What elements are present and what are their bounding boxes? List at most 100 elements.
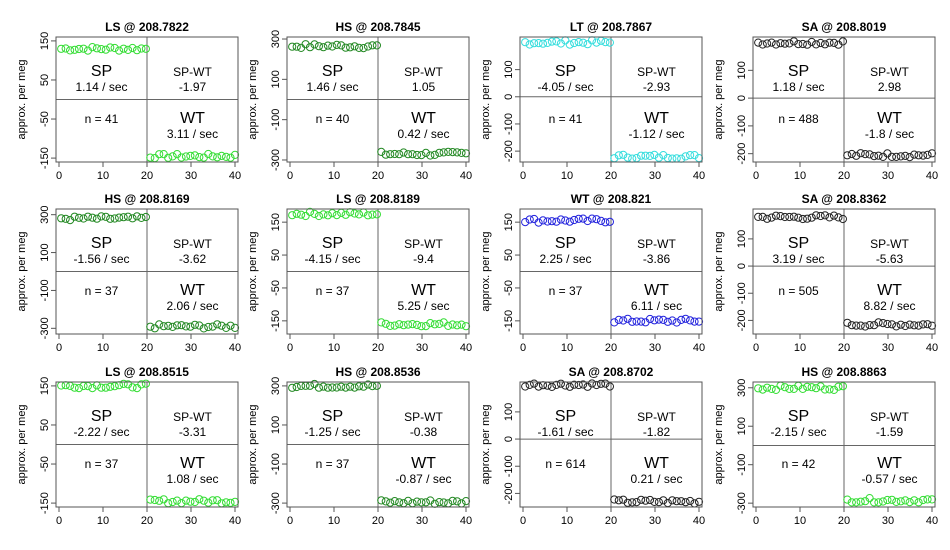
y-tick-label: -100 <box>270 453 282 475</box>
data-point <box>319 382 328 391</box>
data-point <box>758 212 767 221</box>
sp-rate: -1.25 / sec <box>304 425 360 439</box>
data-point <box>525 215 534 224</box>
data-point <box>288 42 297 51</box>
y-tick-label: -100 <box>736 282 748 304</box>
data-point <box>865 494 874 503</box>
wt-rate: 1.08 / sec <box>166 472 218 486</box>
x-tick-label: 30 <box>649 515 661 527</box>
data-point <box>587 36 597 45</box>
n-count: n = 37 <box>85 457 119 471</box>
n-count: n = 41 <box>85 112 119 126</box>
wt-label: WT <box>644 282 669 299</box>
data-point <box>186 497 195 506</box>
panel-title: SA @ 208.8019 <box>802 20 887 34</box>
data-point <box>328 383 337 392</box>
wt-label: WT <box>411 455 436 472</box>
x-tick-label: 30 <box>882 515 894 527</box>
data-point <box>79 44 88 53</box>
data-point <box>177 153 186 162</box>
n-count: n = 37 <box>85 284 119 298</box>
data-point <box>874 498 883 507</box>
data-point <box>838 382 848 391</box>
data-point <box>88 213 97 222</box>
data-point <box>521 38 530 47</box>
x-tick-label: 40 <box>460 515 472 527</box>
x-tick-label: 20 <box>141 342 153 354</box>
data-point <box>923 495 932 504</box>
data-point <box>372 381 381 390</box>
data-point <box>521 382 530 391</box>
sp-rate: -1.56 / sec <box>73 252 129 266</box>
data-point <box>390 497 399 506</box>
x-tick-label: 10 <box>794 342 806 354</box>
data-point <box>780 212 790 222</box>
x-tick-label: 10 <box>561 170 573 182</box>
data-point <box>901 496 910 505</box>
data-point <box>168 322 177 331</box>
data-point <box>579 38 588 47</box>
chart-panel: WT @ 208.821 0 10 20 30 40 -150 -50 50 150 approx.… <box>480 192 705 354</box>
sp-label: SP <box>322 408 343 425</box>
data-point <box>363 211 373 220</box>
data-point <box>199 153 208 162</box>
x-tick-label: 0 <box>753 342 759 354</box>
y-tick-label: 150 <box>270 213 282 231</box>
data-point <box>771 211 781 220</box>
sp-wt-value: -3.86 <box>643 252 671 266</box>
sp-label: SP <box>91 408 112 425</box>
data-point <box>123 45 133 55</box>
data-point <box>421 322 430 331</box>
data-point <box>341 383 350 392</box>
data-point <box>694 497 704 506</box>
data-point <box>645 151 655 160</box>
data-point <box>807 213 816 222</box>
wt-label: WT <box>180 282 205 299</box>
data-point <box>896 497 905 506</box>
data-point <box>887 152 897 161</box>
y-tick-label: -100 <box>736 115 748 137</box>
data-point <box>601 379 610 388</box>
data-point <box>803 40 812 49</box>
sp-rate: 1.14 / sec <box>75 80 127 94</box>
data-point <box>461 149 471 158</box>
sp-wt-label: SP-WT <box>404 65 443 79</box>
data-point <box>901 151 910 160</box>
data-point <box>780 383 790 392</box>
data-point <box>596 379 606 388</box>
data-point <box>106 382 115 391</box>
y-tick-label: 150 <box>39 32 51 50</box>
data-point <box>883 495 892 505</box>
y-axis-label: approx. per meg <box>16 404 28 484</box>
data-point <box>919 151 928 160</box>
data-point <box>914 151 923 160</box>
data-point <box>137 213 146 222</box>
data-point <box>820 385 830 394</box>
data-point <box>878 497 888 506</box>
data-point <box>650 316 659 325</box>
y-axis-label: approx. per meg <box>480 59 492 139</box>
data-point <box>110 382 119 391</box>
data-point <box>592 38 601 47</box>
x-tick-label: 40 <box>693 515 705 527</box>
x-tick-label: 20 <box>838 342 850 354</box>
data-point <box>199 324 208 333</box>
sp-wt-label: SP-WT <box>173 65 212 79</box>
data-point <box>919 320 928 329</box>
data-point <box>208 496 217 505</box>
y-axis-label: approx. per meg <box>713 231 725 311</box>
sp-wt-label: SP-WT <box>870 237 909 251</box>
data-point <box>905 153 914 162</box>
data-point <box>812 211 821 220</box>
wt-label: WT <box>877 110 902 127</box>
chart-panel: LS @ 208.8189 0 10 20 30 40 -150 -50 50 150 approx… <box>247 192 472 354</box>
data-point <box>181 496 191 505</box>
data-point <box>83 212 93 221</box>
data-point <box>408 499 417 508</box>
x-tick-label: 40 <box>926 342 938 354</box>
data-point <box>803 382 812 391</box>
data-point <box>395 498 404 507</box>
data-point <box>543 217 552 226</box>
data-point <box>226 153 235 162</box>
data-point <box>164 321 173 330</box>
